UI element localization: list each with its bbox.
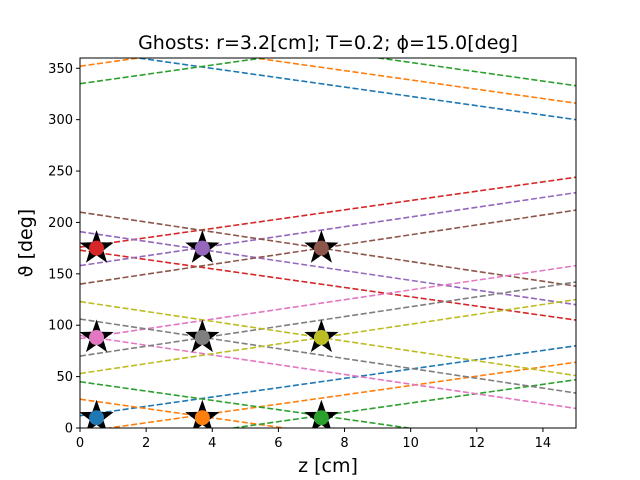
series-line-0 bbox=[80, 344, 576, 417]
plot-frame bbox=[79, 57, 577, 429]
series-line-1 bbox=[132, 58, 576, 121]
series-line-10 bbox=[80, 176, 576, 248]
data-point-8 bbox=[313, 330, 329, 346]
x-tick-label: 4 bbox=[208, 436, 216, 451]
data-point-1 bbox=[194, 410, 210, 426]
series-line-16 bbox=[80, 264, 576, 340]
x-tick-label: 14 bbox=[535, 436, 552, 451]
x-tick-label: 0 bbox=[76, 436, 84, 451]
data-point-7 bbox=[194, 330, 210, 346]
x-axis-ticks: 0 2 4 6 8 10 12 14 bbox=[76, 428, 551, 451]
data-point-3 bbox=[89, 240, 105, 256]
series-line-19 bbox=[80, 318, 576, 394]
series-line-12 bbox=[80, 191, 576, 267]
y-axis-ticks: 0 50 100 150 200 250 300 350 bbox=[48, 62, 80, 437]
x-tick-label: 10 bbox=[402, 436, 419, 451]
x-tick-label: 2 bbox=[142, 436, 150, 451]
series-line-13 bbox=[80, 230, 576, 306]
data-point-2 bbox=[313, 410, 329, 426]
data-point-6 bbox=[89, 330, 105, 346]
x-tick-label: 12 bbox=[469, 436, 486, 451]
x-tick-label: 6 bbox=[274, 436, 282, 451]
y-tick-label: 50 bbox=[56, 370, 73, 385]
x-tick-label: 8 bbox=[340, 436, 348, 451]
y-tick-label: 200 bbox=[48, 216, 73, 231]
series-line-17 bbox=[80, 334, 576, 410]
y-tick-label: 250 bbox=[48, 165, 73, 180]
data-point-5 bbox=[313, 240, 329, 256]
series-line-9 bbox=[373, 58, 576, 87]
y-axis-label: ϑ [deg] bbox=[15, 209, 37, 277]
y-tick-label: 100 bbox=[48, 319, 73, 334]
data-point-0 bbox=[89, 410, 105, 426]
y-tick-label: 0 bbox=[65, 422, 73, 437]
series-line-5 bbox=[249, 58, 576, 105]
chart-title: Ghosts: r=3.2[cm]; T=0.2; ϕ=15.0[deg] bbox=[138, 32, 518, 54]
y-tick-label: 150 bbox=[48, 267, 73, 282]
series-line-18 bbox=[80, 281, 576, 357]
y-tick-label: 300 bbox=[48, 113, 73, 128]
markers bbox=[80, 230, 339, 428]
series-line-11 bbox=[80, 249, 576, 321]
series-line-2 bbox=[103, 361, 576, 428]
series-lines bbox=[80, 58, 576, 428]
data-point-4 bbox=[194, 240, 210, 256]
y-tick-label: 350 bbox=[48, 62, 73, 77]
x-axis-label: z [cm] bbox=[298, 455, 358, 477]
